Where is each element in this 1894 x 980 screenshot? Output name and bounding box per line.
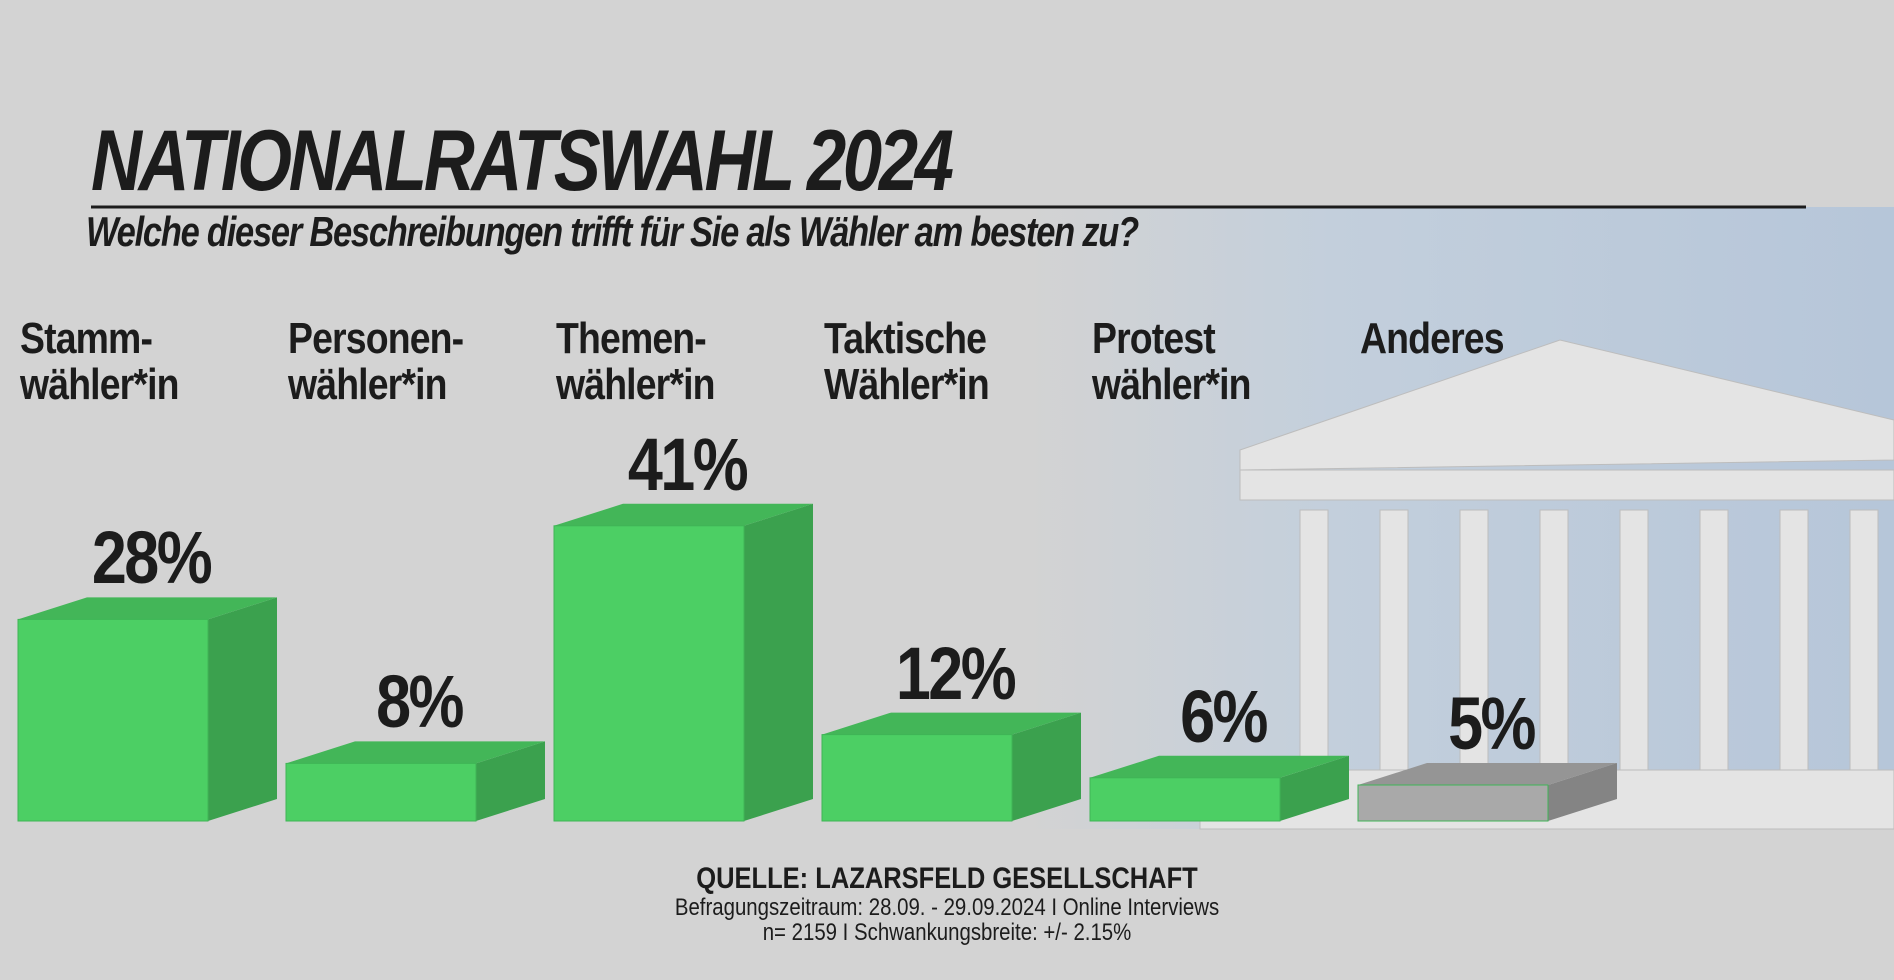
category-label: Stamm- wähler*in [20, 314, 179, 409]
value-label: 28% [91, 516, 213, 600]
subtitle: Welche dieser Beschreibungen trifft für … [86, 208, 1139, 255]
category-label: Themen- wähler*in [556, 314, 715, 409]
bar-side [476, 741, 545, 821]
category-label: Protest wähler*in [1092, 314, 1251, 409]
value-label: 6% [1180, 674, 1268, 758]
bar-side [1012, 712, 1081, 821]
category-label: Personen- wähler*in [288, 314, 464, 409]
bar-top [554, 503, 813, 526]
bar-side [1548, 763, 1617, 821]
category-label: Taktische Wähler*in [824, 314, 990, 409]
note: n= 2159 I Schwankungsbreite: +/- 2.15% [762, 919, 1132, 946]
bar-side [744, 503, 813, 821]
category-label: Anderes [1360, 314, 1505, 363]
bar-side [208, 597, 277, 821]
bar-top [1358, 763, 1617, 785]
bar-top [822, 712, 1081, 735]
value-label: 8% [376, 660, 464, 744]
value-label: 5% [1448, 682, 1536, 765]
bar [821, 734, 1013, 822]
value-label: 12% [895, 631, 1017, 715]
source: QUELLE: LAZARSFELD GESELLSCHAFT [696, 862, 1198, 895]
bar-side [1280, 755, 1349, 821]
bar-top [286, 741, 545, 764]
bar [1357, 784, 1549, 822]
value-label: 41% [627, 422, 749, 506]
title: NATIONALRATSWAHL 2024 [91, 113, 954, 209]
bar [17, 618, 209, 822]
note: Befragungszeitraum: 28.09. - 29.09.2024 … [674, 894, 1220, 921]
bar [1089, 777, 1281, 822]
bar [553, 525, 745, 822]
bar-top [18, 597, 277, 620]
bar-top [1090, 755, 1349, 778]
bar [285, 762, 477, 822]
